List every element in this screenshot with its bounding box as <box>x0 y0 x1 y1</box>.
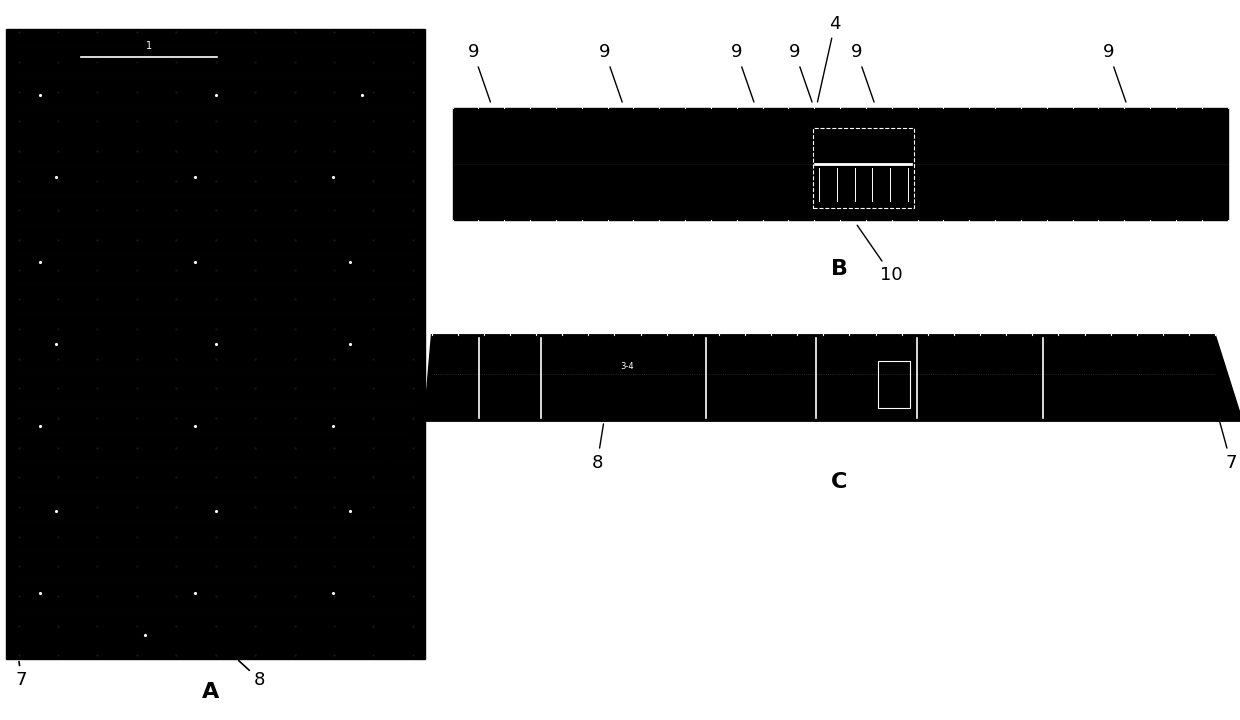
Text: 7: 7 <box>16 662 27 689</box>
Text: 9: 9 <box>599 43 622 102</box>
Text: B: B <box>831 259 848 279</box>
Bar <box>813 128 914 209</box>
Text: 9: 9 <box>1102 43 1126 102</box>
Text: 8: 8 <box>239 661 265 689</box>
Text: 7: 7 <box>1220 422 1236 472</box>
Text: A: A <box>202 682 219 702</box>
Bar <box>6 29 425 659</box>
Text: 9: 9 <box>789 43 812 102</box>
Text: 7: 7 <box>382 421 423 472</box>
Polygon shape <box>424 335 1240 421</box>
Text: 8: 8 <box>591 424 604 472</box>
Text: 9: 9 <box>467 43 491 102</box>
Bar <box>878 361 910 408</box>
Text: 4: 4 <box>817 14 841 102</box>
Bar <box>453 108 1228 220</box>
Text: 3-4: 3-4 <box>621 362 634 372</box>
Text: 9: 9 <box>730 43 754 102</box>
Text: C: C <box>831 472 848 492</box>
Text: 9: 9 <box>851 43 874 102</box>
Text: 10: 10 <box>857 225 903 284</box>
Text: 1: 1 <box>146 41 151 51</box>
